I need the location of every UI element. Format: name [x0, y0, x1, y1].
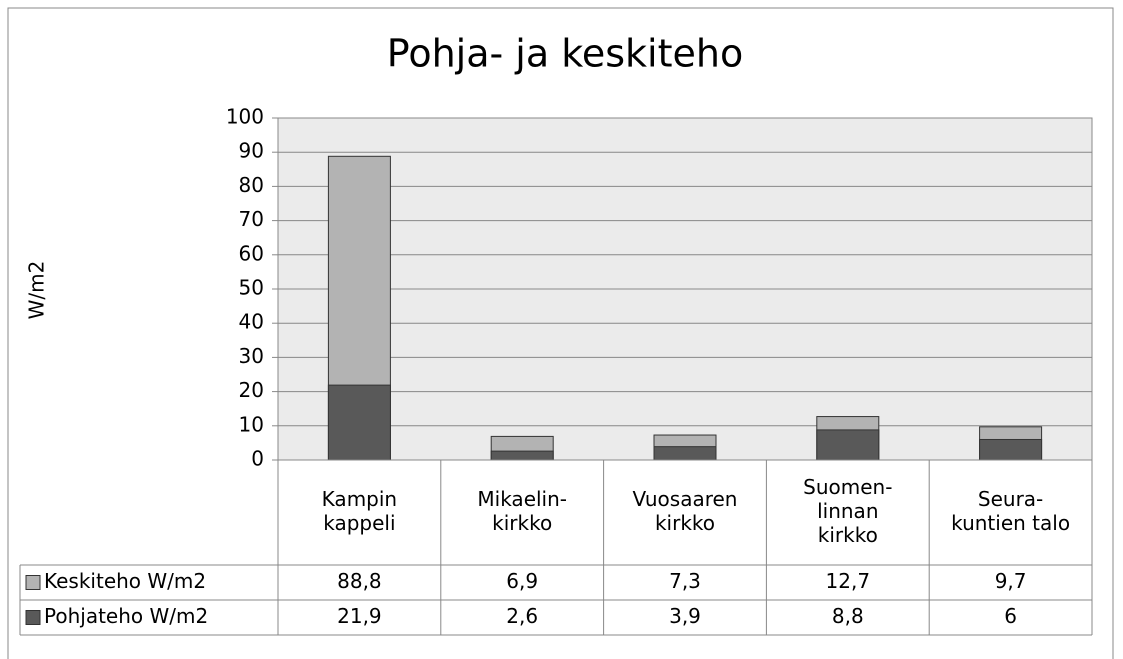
- y-tick-label: 90: [239, 139, 264, 163]
- y-tick-label: 70: [239, 207, 264, 231]
- y-tick-label: 60: [239, 241, 264, 265]
- x-tick-label: kirkko: [818, 523, 878, 547]
- y-tick-label: 40: [239, 310, 264, 334]
- bar: [327, 384, 391, 461]
- data-label: 7,3: [669, 569, 701, 593]
- legend-label: Keskiteho W/m2: [44, 569, 206, 593]
- y-tick-label: 30: [239, 344, 264, 368]
- y-axis-label: W/m2: [25, 261, 49, 320]
- y-tick-label: 100: [226, 105, 264, 129]
- x-tick-label: Kampin: [322, 487, 397, 511]
- bar: [816, 429, 880, 461]
- x-tick-label: Mikaelin-: [477, 487, 567, 511]
- x-tick-label: kirkko: [655, 511, 715, 535]
- data-label: 2,6: [506, 604, 538, 628]
- data-label: 8,8: [832, 604, 864, 628]
- legend-swatch: [25, 575, 41, 590]
- x-tick-label: linnan: [817, 499, 878, 523]
- y-tick-label: 20: [239, 378, 264, 402]
- y-tick-label: 80: [239, 173, 264, 197]
- x-tick-label: kuntien talo: [951, 511, 1070, 535]
- data-label: 12,7: [826, 569, 871, 593]
- x-tick-label: kirkko: [492, 511, 552, 535]
- bar: [979, 438, 1043, 461]
- y-tick-label: 0: [251, 447, 264, 471]
- data-label: 9,7: [995, 569, 1027, 593]
- data-label: 21,9: [337, 604, 382, 628]
- data-label: 88,8: [337, 569, 382, 593]
- bar: [490, 450, 554, 461]
- data-label: 6,9: [506, 569, 538, 593]
- x-tick-label: Vuosaaren: [633, 487, 738, 511]
- x-tick-label: Seura-: [978, 487, 1043, 511]
- x-tick-label: kappeli: [323, 511, 395, 535]
- legend-swatch: [25, 610, 41, 625]
- data-label: 3,9: [669, 604, 701, 628]
- x-tick-label: Suomen-: [803, 475, 892, 499]
- bar: [653, 446, 717, 461]
- legend-label: Pohjateho W/m2: [44, 604, 208, 628]
- y-tick-label: 50: [239, 276, 264, 300]
- chart-title: Pohja- ja keskiteho: [387, 32, 743, 76]
- data-label: 6: [1004, 604, 1017, 628]
- y-tick-label: 10: [239, 412, 264, 436]
